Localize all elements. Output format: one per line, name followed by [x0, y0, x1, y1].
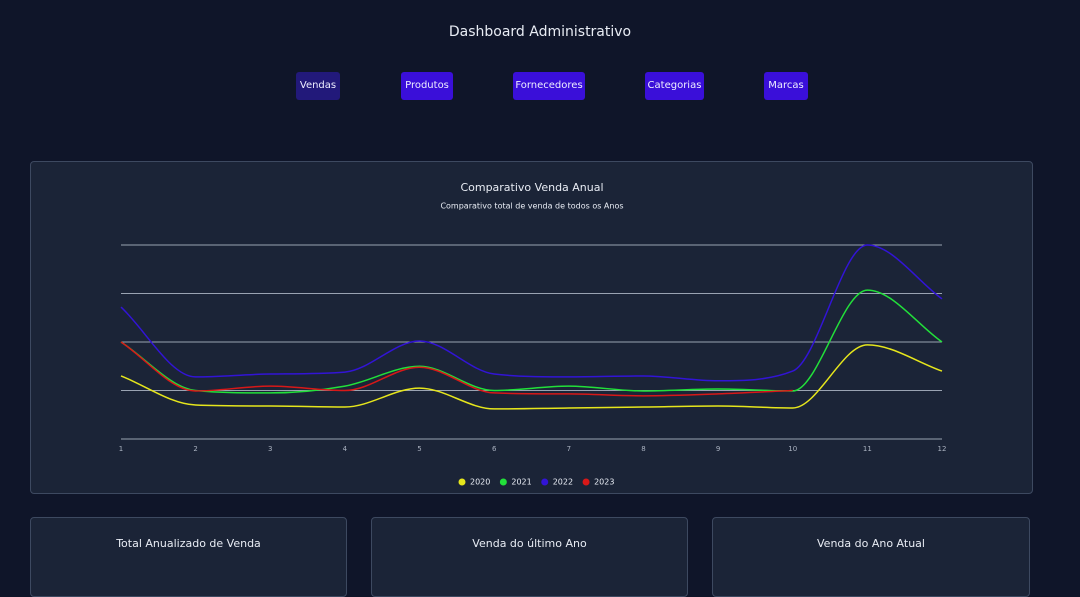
x-tick-label: 12 [938, 445, 947, 453]
page-title: Dashboard Administrativo [448, 24, 632, 40]
nav-button[interactable]: Vendas [296, 72, 340, 100]
nav-button[interactable]: Fornecedores [513, 72, 585, 100]
x-tick-label: 10 [788, 445, 797, 453]
x-tick-label: 3 [268, 445, 272, 453]
stat-card: Venda do Ano Atual [712, 517, 1030, 597]
legend-marker [499, 478, 507, 486]
stat-card: Total Anualizado de Venda [30, 517, 347, 597]
series-line [120, 341, 793, 397]
x-tick-label: 6 [492, 445, 497, 453]
chart: Comparativo Venda Anual Comparativo tota… [119, 181, 947, 487]
nav-button[interactable]: Produtos [401, 72, 453, 100]
chart-subtitle: Comparativo total de venda de todos os A… [440, 202, 623, 211]
legend-marker [458, 478, 466, 486]
page: {"header": {"title": "Dashboard Administ… [30, 24, 1033, 597]
nav-button[interactable]: Categorias [645, 72, 704, 100]
legend-label: 2021 [511, 478, 531, 487]
legend-label: 2022 [553, 478, 573, 487]
series-line [120, 244, 943, 382]
stat-card: Venda do último Ano [371, 517, 688, 597]
legend-label: 2020 [470, 478, 490, 487]
x-tick-label: 8 [641, 445, 645, 453]
series-line [120, 344, 943, 410]
legend-marker [541, 478, 549, 486]
legend-marker [582, 478, 590, 486]
chart-card: Comparativo Venda Anual Comparativo tota… [30, 161, 1033, 494]
x-tick-label: 7 [567, 445, 571, 453]
x-tick-label: 1 [119, 445, 123, 453]
x-tick-label: 4 [343, 445, 348, 453]
card-title: Venda do Ano Atual [817, 537, 925, 550]
legend-label: 2023 [594, 478, 614, 487]
card-title: Total Anualizado de Venda [116, 537, 261, 550]
x-tick-label: 2 [193, 445, 197, 453]
x-tick-label: 11 [863, 445, 872, 453]
series-line [120, 289, 943, 394]
chart-title: Comparativo Venda Anual [460, 181, 603, 194]
x-tick-label: 5 [417, 445, 421, 453]
x-tick-label: 9 [716, 445, 720, 453]
card-title: Venda do último Ano [472, 537, 587, 550]
nav-button[interactable]: Marcas [764, 72, 808, 100]
